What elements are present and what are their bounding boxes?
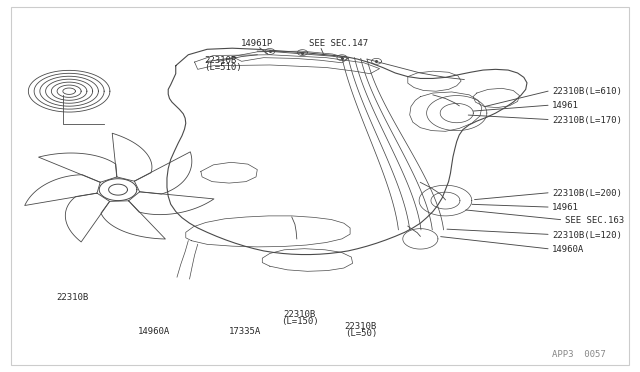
Text: 22310B(L=610): 22310B(L=610): [552, 87, 622, 96]
Text: 22310B: 22310B: [204, 56, 236, 65]
Text: (L=510): (L=510): [204, 63, 241, 72]
Text: 22310B(L=120): 22310B(L=120): [552, 231, 622, 240]
Text: 22310B: 22310B: [345, 322, 377, 331]
Text: 14960A: 14960A: [552, 245, 584, 254]
Text: 22310B: 22310B: [56, 293, 88, 302]
Text: SEE SEC.163: SEE SEC.163: [564, 216, 624, 225]
Text: 14961: 14961: [552, 101, 579, 110]
Text: APP3  0057: APP3 0057: [552, 350, 606, 359]
Text: 14961: 14961: [552, 203, 579, 212]
Text: (L=150): (L=150): [281, 317, 319, 326]
Text: 14961P: 14961P: [241, 39, 273, 48]
Text: SEE SEC.147: SEE SEC.147: [309, 39, 369, 48]
Text: (L=50): (L=50): [345, 329, 377, 338]
Text: 22310B(L=200): 22310B(L=200): [552, 189, 622, 198]
Text: 14960A: 14960A: [138, 327, 170, 336]
Text: 17335A: 17335A: [228, 327, 261, 336]
Text: 22310B: 22310B: [284, 310, 316, 319]
Text: 22310B(L=170): 22310B(L=170): [552, 116, 622, 125]
